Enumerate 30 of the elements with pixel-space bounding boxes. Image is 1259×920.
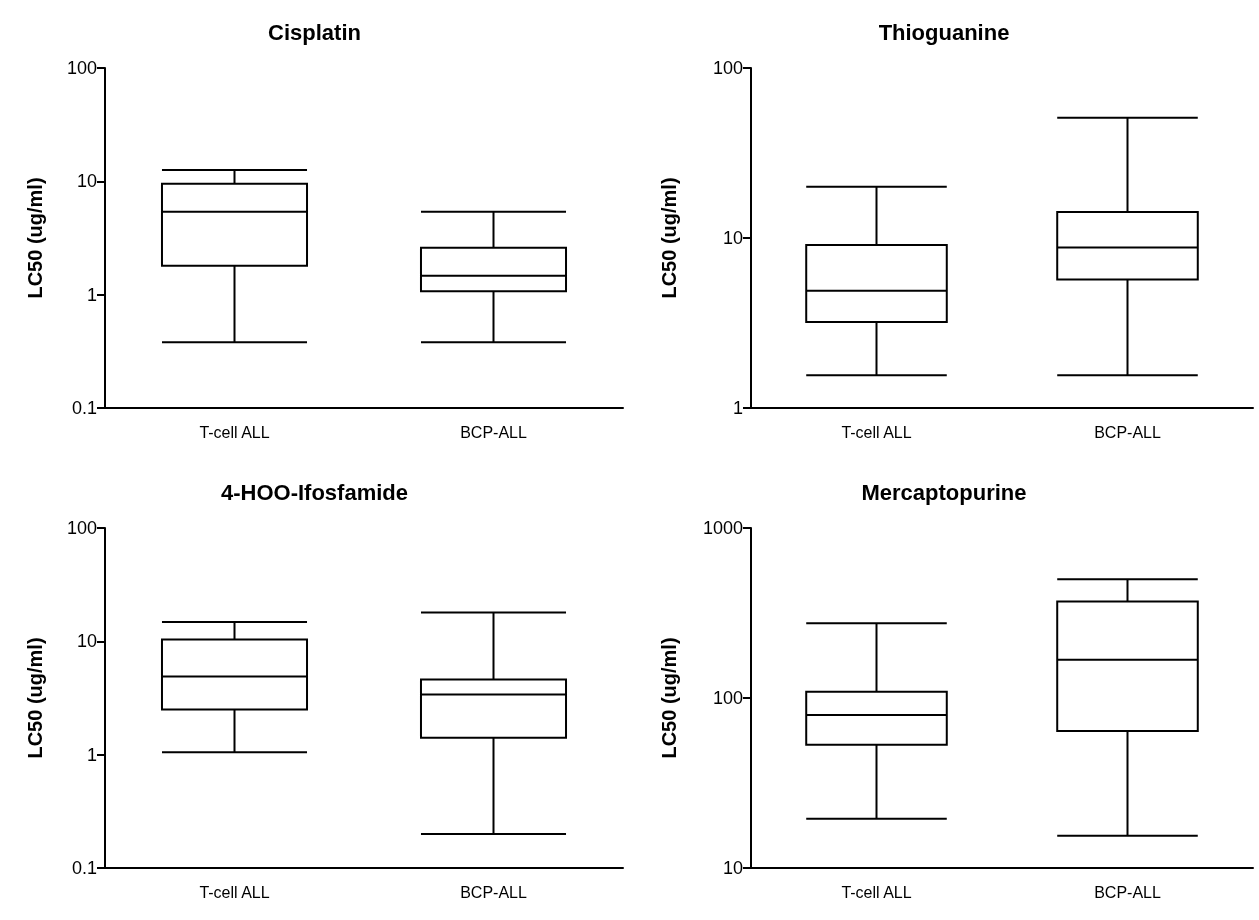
x-tick-label: BCP-ALL [460,423,527,441]
x-tick-label: T-cell ALL [841,883,912,901]
y-tick-label: 1 [732,398,743,418]
y-axis-title: LC50 (ug/ml) [658,177,680,299]
x-tick-label: BCP-ALL [1094,423,1161,441]
x-tick-label: BCP-ALL [1094,883,1161,901]
y-tick-label: 100 [712,688,743,708]
chart-title: Mercaptopurine [861,479,1027,505]
y-tick-label: 1000 [702,518,743,538]
y-axis-title: LC50 (ug/ml) [24,177,46,299]
y-tick-label: 100 [66,58,97,78]
y-tick-label: 100 [66,518,97,538]
x-tick-label: T-cell ALL [199,883,270,901]
x-tick-label: T-cell ALL [199,423,270,441]
y-tick-label: 0.1 [71,858,97,878]
chart-title: Cisplatin [268,19,361,45]
y-tick-label: 100 [712,58,743,78]
y-axis-title: LC50 (ug/ml) [658,637,680,759]
x-tick-label: T-cell ALL [841,423,912,441]
y-tick-label: 10 [76,631,97,652]
y-tick-label: 10 [722,228,743,248]
y-axis-title: LC50 (ug/ml) [24,637,46,759]
y-tick-label: 0.1 [71,398,97,418]
x-tick-label: BCP-ALL [460,883,527,901]
y-tick-label: 10 [722,858,743,878]
y-tick-label: 1 [86,284,97,305]
chart-title: Thioguanine [878,19,1010,45]
y-tick-label: 1 [86,744,97,765]
y-tick-label: 10 [76,171,97,192]
chart-title: 4-HOO-Ifosfamide [220,479,409,505]
